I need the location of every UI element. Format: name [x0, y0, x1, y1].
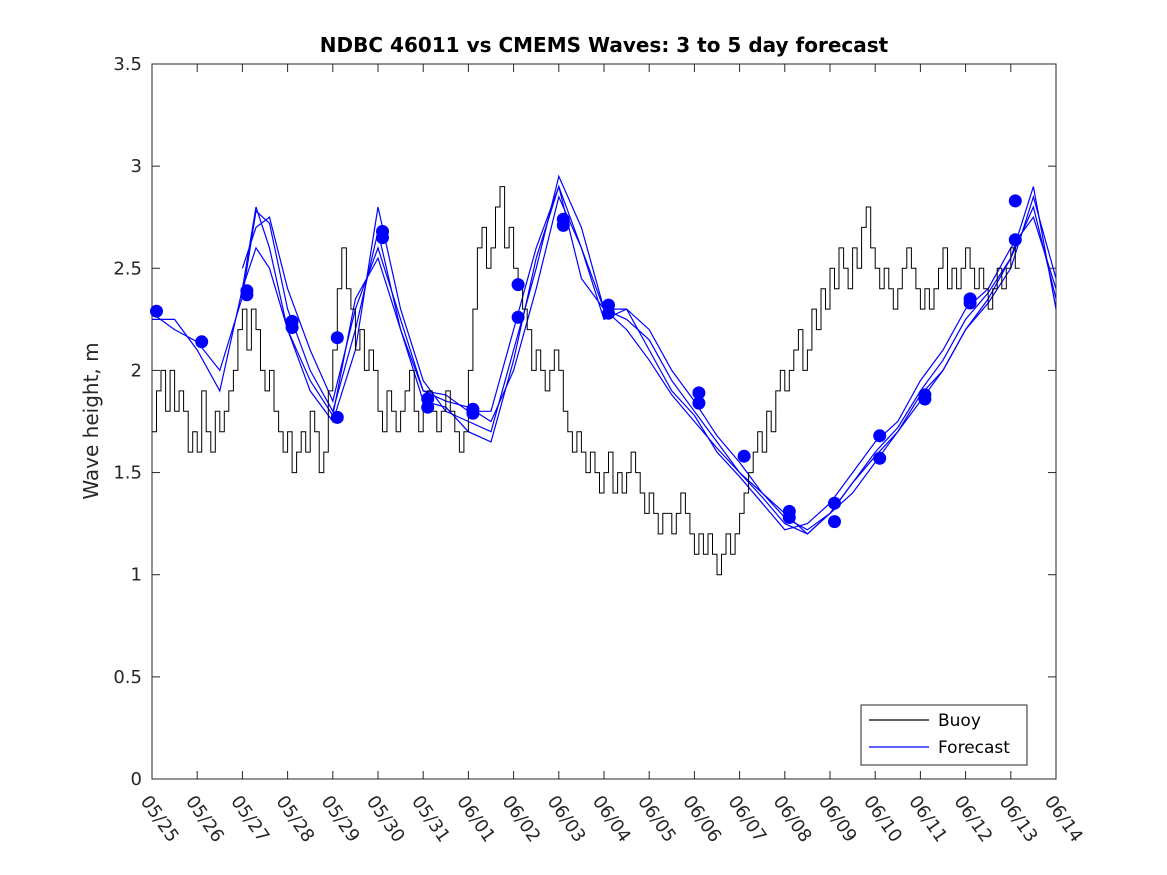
chart-title: NDBC 46011 vs CMEMS Waves: 3 to 5 day fo… [320, 33, 889, 57]
legend[interactable]: Buoy Forecast [860, 704, 1028, 766]
forecast-line [152, 174, 1056, 535]
y-axis-label: Wave height, m [79, 342, 103, 499]
forecast-point [1008, 194, 1022, 208]
forecast-point [240, 288, 254, 302]
points-layer [150, 194, 1022, 529]
forecast-point [376, 231, 389, 245]
legend-box [860, 704, 1028, 766]
forecast-point [330, 410, 344, 424]
forecast-point [782, 511, 796, 524]
forecast-line [241, 194, 1056, 531]
forecast-point [873, 429, 887, 443]
y-tick-label: 2 [131, 360, 142, 381]
forecast-point [737, 449, 751, 463]
forecast-point [692, 386, 706, 400]
y-tick-label: 2.5 [113, 258, 142, 279]
forecast-point [556, 218, 570, 232]
forecast-point [918, 392, 932, 406]
legend-forecast-label: Forecast [938, 738, 1010, 758]
forecast-point [150, 304, 163, 318]
y-tick-label: 0 [131, 769, 142, 790]
y-tick-label: 3.5 [113, 54, 142, 75]
forecast-point [511, 278, 525, 292]
forecast-point [1008, 233, 1022, 247]
forecast-point [602, 306, 615, 320]
buoy-line [152, 186, 1020, 576]
forecast-point [873, 451, 887, 465]
forecast-point [511, 310, 525, 324]
forecast-point [828, 515, 841, 529]
series-layer [152, 174, 1056, 576]
forecast-point [195, 335, 209, 349]
y-tick-label: 1 [131, 565, 142, 586]
forecast-line [241, 184, 1056, 535]
y-ticks: 0 0.5 1 1.5 2 2.5 3 3.5 [113, 54, 1056, 790]
y-tick-label: 0.5 [113, 667, 142, 688]
forecast-point [828, 496, 841, 510]
forecast-point [466, 406, 480, 420]
forecast-point [963, 296, 977, 310]
y-tick-label: 3 [131, 156, 142, 177]
forecast-point [330, 331, 344, 345]
forecast-point [421, 400, 435, 414]
forecast-point [285, 321, 299, 334]
legend-buoy-label: Buoy [938, 711, 981, 731]
forecast-point [692, 396, 706, 410]
y-tick-label: 1.5 [113, 463, 142, 484]
